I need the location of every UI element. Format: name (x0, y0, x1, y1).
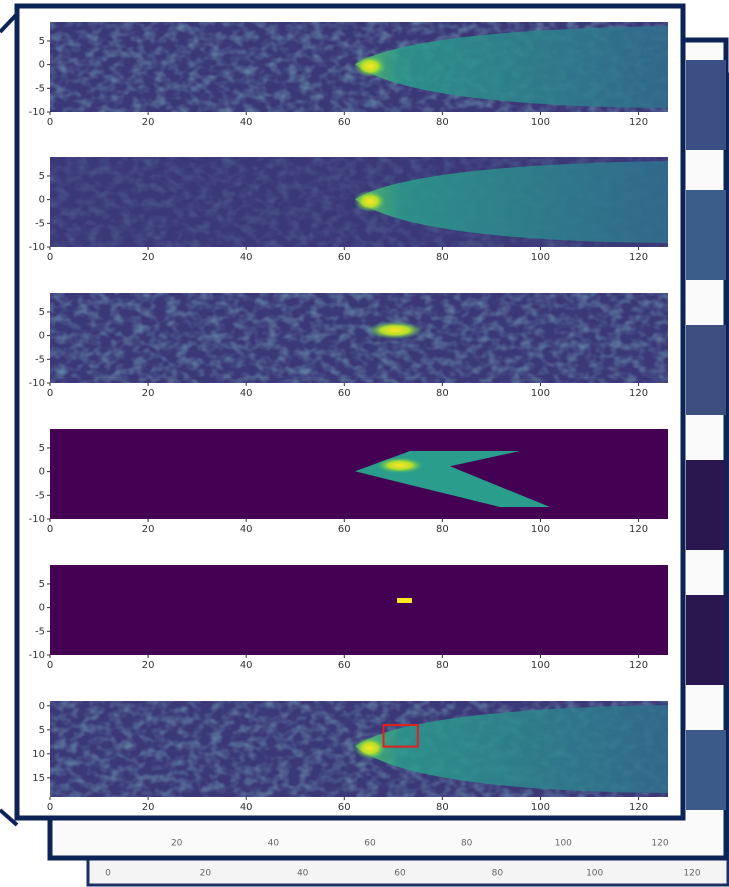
y-tick-label: -10 (29, 242, 45, 253)
y-tick-label: 5 (39, 579, 45, 590)
x-tick-label: 0 (105, 869, 111, 879)
chevron (0, 810, 17, 825)
x-tick-label: 120 (629, 524, 648, 535)
x-tick-label: 100 (531, 117, 550, 128)
chevron (0, 14, 17, 32)
y-tick-label: 5 (39, 307, 45, 318)
heatmap (50, 157, 668, 247)
heatmap (50, 701, 668, 797)
x-tick-label: 40 (240, 524, 253, 535)
x-tick-label: 80 (436, 252, 449, 263)
x-tick-label: 60 (364, 839, 376, 849)
x-tick-label: 0 (47, 252, 53, 263)
y-tick-label: 5 (39, 725, 45, 736)
hotspot (376, 457, 424, 473)
y-tick-label: 5 (39, 171, 45, 182)
y-tick-label: 5 (39, 443, 45, 454)
heatmap (50, 429, 668, 519)
x-tick-label: 40 (240, 117, 253, 128)
x-tick-label: 0 (47, 802, 53, 813)
x-tick-label: 60 (338, 252, 351, 263)
x-tick-label: 120 (629, 117, 648, 128)
y-tick-label: -10 (29, 378, 45, 389)
x-tick-label: 80 (492, 869, 504, 879)
x-tick-label: 80 (436, 524, 449, 535)
x-tick-label: 0 (47, 524, 53, 535)
x-tick-label: 100 (531, 524, 550, 535)
x-tick-label: 20 (142, 660, 155, 671)
x-tick-label: 80 (436, 802, 449, 813)
x-tick-label: 120 (629, 660, 648, 671)
y-tick-label: -10 (29, 650, 45, 661)
x-tick-label: 60 (338, 388, 351, 399)
hotspot (354, 55, 386, 77)
y-tick-label: -5 (35, 83, 45, 94)
x-tick-label: 120 (629, 802, 648, 813)
x-tick-label: 120 (629, 388, 648, 399)
x-tick-label: 0 (47, 117, 53, 128)
heatmap-bg (50, 429, 668, 519)
y-tick-label: 0 (39, 701, 45, 712)
x-tick-label: 100 (531, 252, 550, 263)
x-tick-label: 100 (555, 839, 572, 849)
x-tick-label: 80 (436, 388, 449, 399)
x-tick-label: 60 (338, 660, 351, 671)
y-tick-label: 0 (39, 331, 45, 342)
y-tick-label: -5 (35, 490, 45, 501)
y-tick-label: -10 (29, 107, 45, 118)
y-tick-label: 0 (39, 195, 45, 206)
x-tick-label: 80 (461, 839, 473, 849)
x-tick-label: 60 (338, 802, 351, 813)
heatmap-bg (50, 565, 668, 655)
y-tick-label: -5 (35, 626, 45, 637)
y-tick-label: -5 (35, 218, 45, 229)
x-tick-label: 40 (297, 869, 309, 879)
x-tick-label: 20 (142, 252, 155, 263)
heatmap (50, 565, 668, 655)
x-tick-label: 40 (268, 839, 280, 849)
y-tick-label: 0 (39, 60, 45, 71)
y-tick-label: 0 (39, 467, 45, 478)
x-tick-label: 120 (651, 839, 668, 849)
x-tick-label: 120 (683, 869, 700, 879)
hotspot (397, 598, 412, 603)
page: 2040608010012002040608010012002040608010… (0, 0, 729, 887)
x-tick-label: 40 (240, 252, 253, 263)
y-tick-label: 10 (32, 749, 45, 760)
y-tick-label: 15 (32, 773, 45, 784)
noise (50, 293, 668, 383)
x-tick-label: 80 (436, 660, 449, 671)
figure-stack: 2040608010012002040608010012002040608010… (0, 0, 729, 887)
y-tick-label: 0 (39, 603, 45, 614)
x-tick-label: 0 (47, 660, 53, 671)
x-tick-label: 20 (200, 869, 212, 879)
y-tick-label: -10 (29, 514, 45, 525)
x-tick-label: 20 (142, 117, 155, 128)
x-tick-label: 80 (436, 117, 449, 128)
x-tick-label: 60 (338, 117, 351, 128)
x-tick-label: 40 (240, 802, 253, 813)
y-tick-label: -5 (35, 354, 45, 365)
x-tick-label: 120 (629, 252, 648, 263)
x-tick-label: 20 (142, 524, 155, 535)
x-tick-label: 100 (586, 869, 603, 879)
heatmap (50, 22, 668, 112)
x-tick-label: 20 (142, 802, 155, 813)
y-tick-label: 5 (39, 36, 45, 47)
x-tick-label: 100 (531, 802, 550, 813)
x-tick-label: 20 (142, 388, 155, 399)
x-tick-label: 100 (531, 388, 550, 399)
x-tick-label: 20 (171, 839, 183, 849)
hotspot (354, 737, 386, 759)
x-tick-label: 40 (240, 660, 253, 671)
hotspot (354, 190, 386, 212)
x-tick-label: 60 (338, 524, 351, 535)
x-tick-label: 100 (531, 660, 550, 671)
heatmap (50, 293, 668, 383)
x-tick-label: 40 (240, 388, 253, 399)
x-tick-label: 0 (47, 388, 53, 399)
x-tick-label: 60 (394, 869, 406, 879)
hotspot (367, 321, 423, 339)
